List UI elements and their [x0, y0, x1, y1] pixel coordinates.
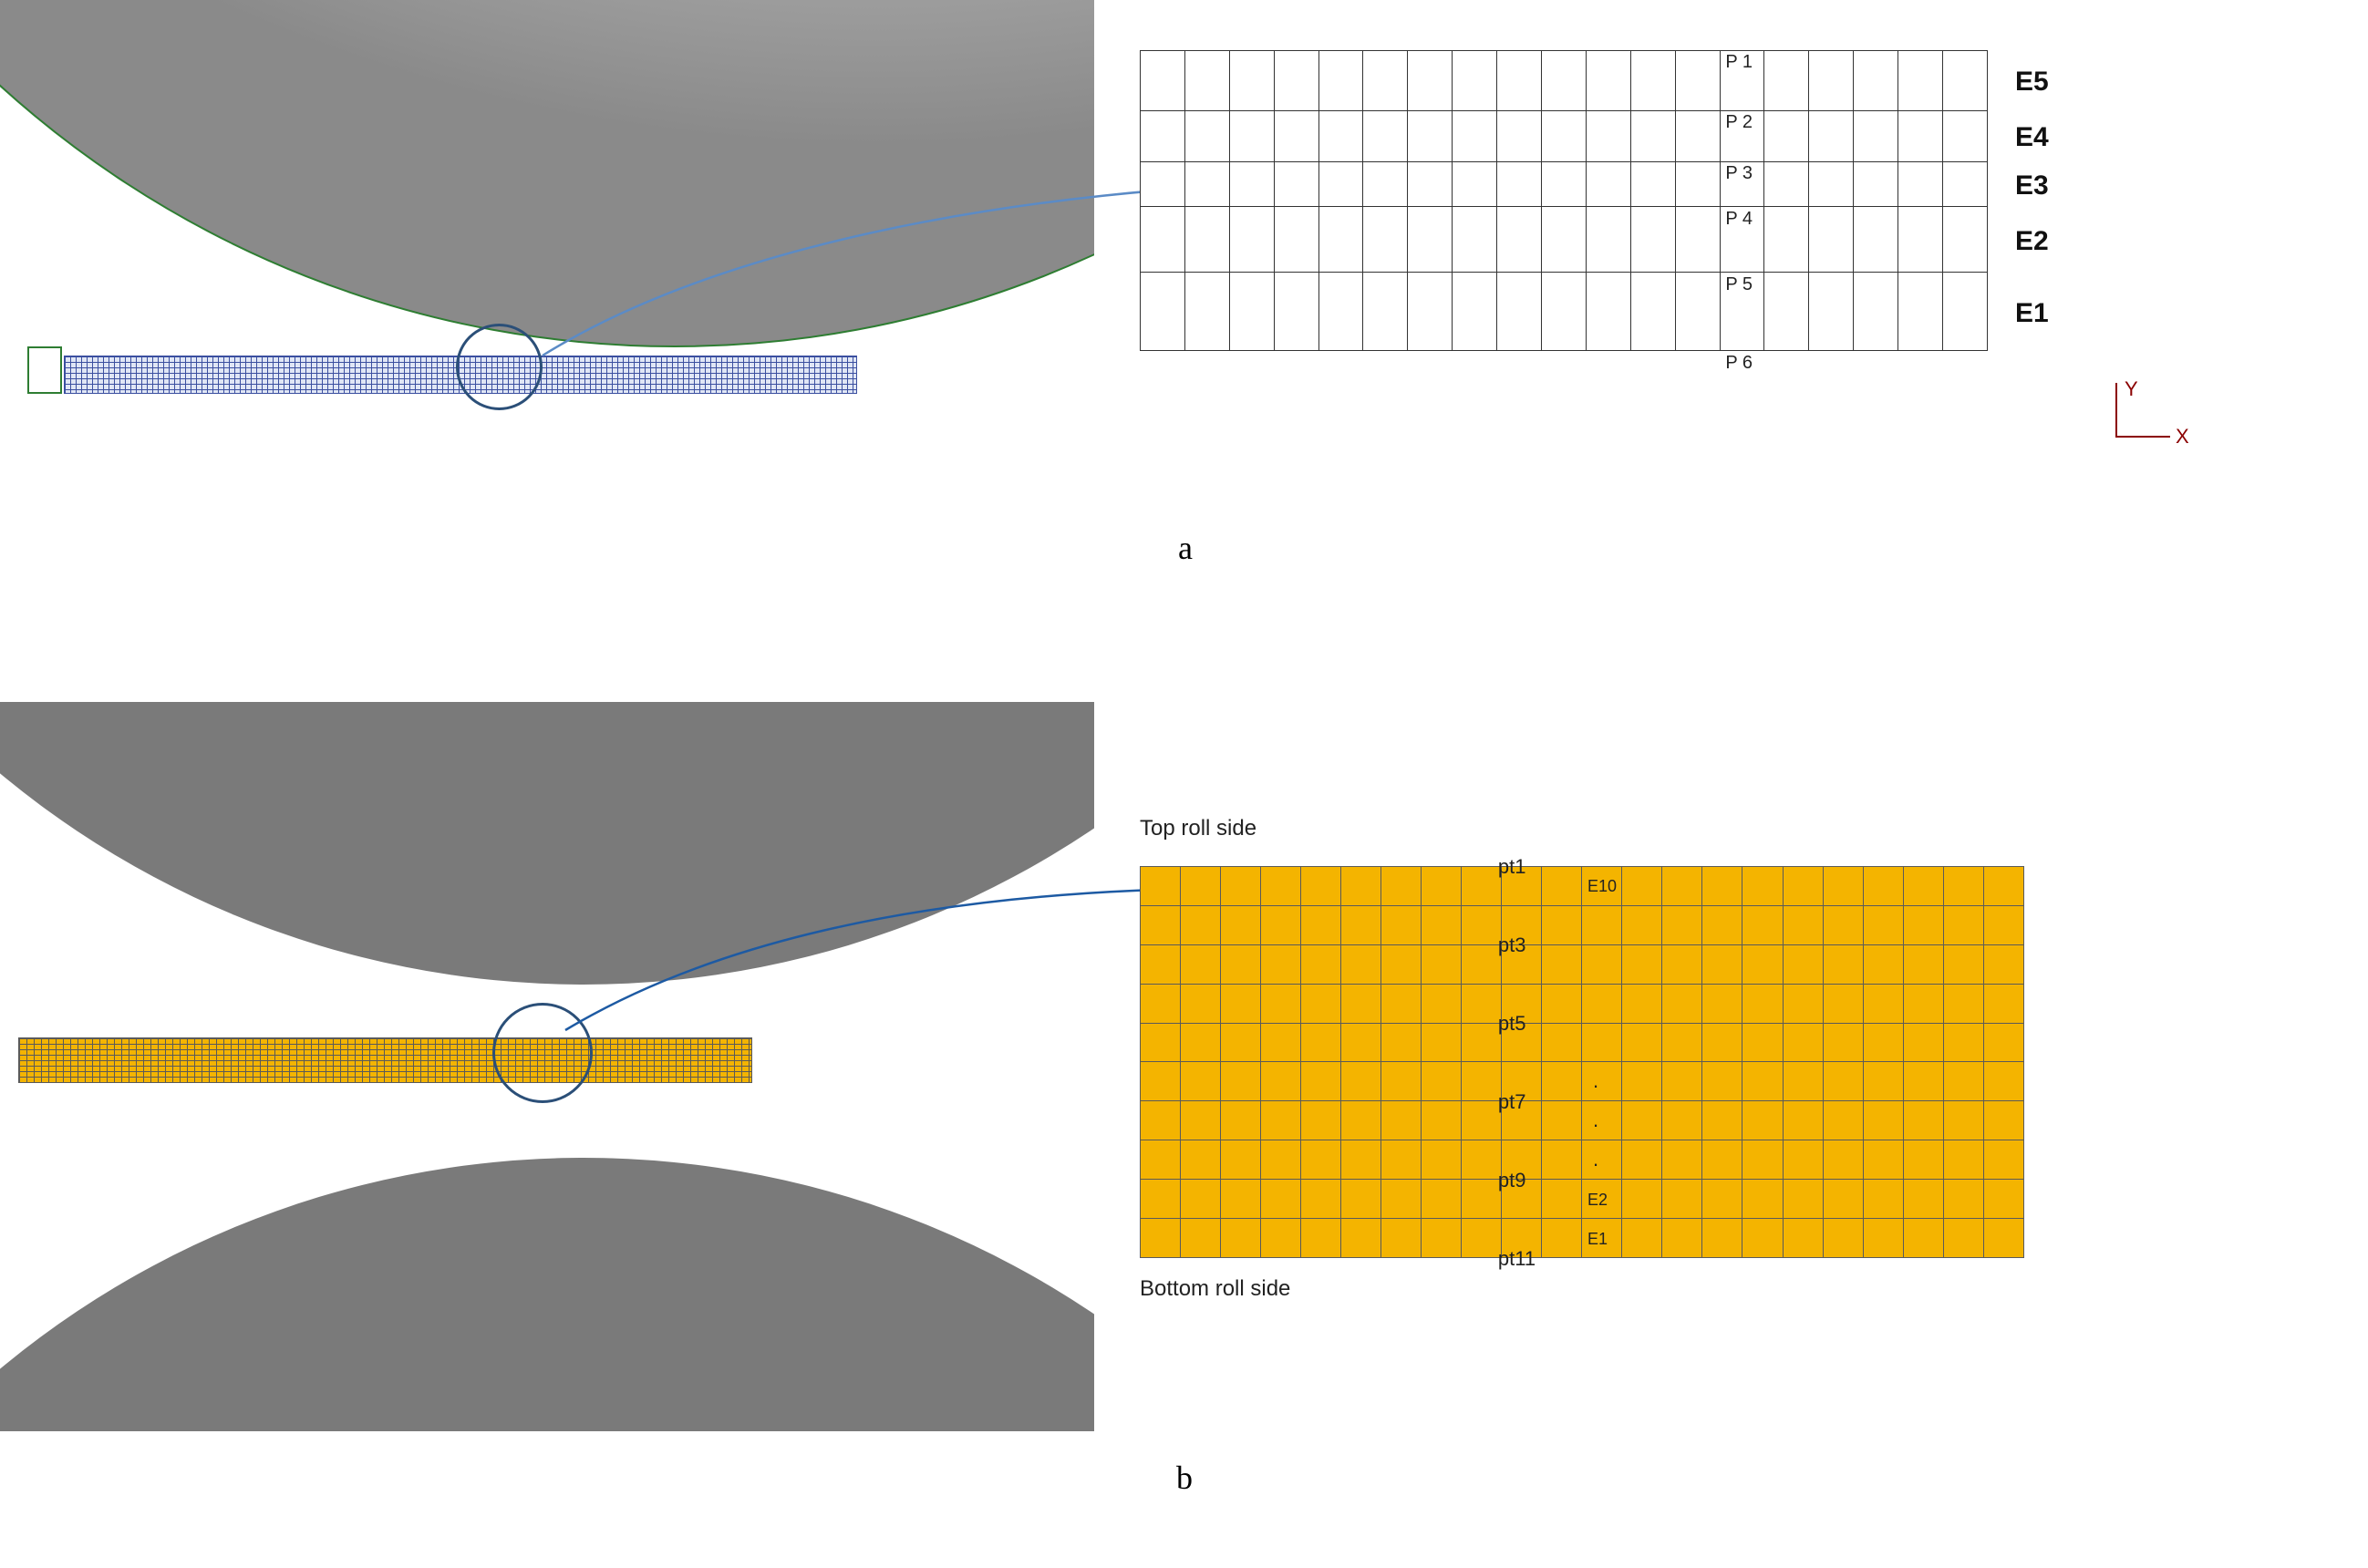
grid-node-label: P 3 [1725, 163, 1753, 184]
grid-node-label: P 6 [1725, 353, 1753, 374]
grid-node-label: pt11 [1498, 1247, 1536, 1271]
figure-stage: Y X a [0, 0, 2368, 1568]
grid-element-label: E1 [1587, 1230, 1608, 1249]
grid-row-label: E3 [2015, 170, 2049, 201]
bottom-roll-side-label: Bottom roll side [1140, 1276, 1290, 1302]
ellipsis-dot: . [1593, 1109, 1598, 1132]
grid-node-label: pt9 [1498, 1169, 1526, 1192]
grid-node-label: pt1 [1498, 855, 1526, 879]
grid-element-label: E10 [1587, 877, 1617, 896]
mesh-detail-grid-b [1140, 866, 2024, 1258]
grid-node-label: pt5 [1498, 1012, 1526, 1036]
top-roll-side-label: Top roll side [1140, 816, 1256, 841]
ellipsis-dot: . [1593, 1148, 1598, 1171]
grid-node-label: P 1 [1725, 52, 1753, 73]
grid-node-label: P 4 [1725, 209, 1753, 230]
grid-row-label: E2 [2015, 226, 2049, 257]
grid-node-label: pt3 [1498, 934, 1526, 957]
grid-row-label: E4 [2015, 122, 2049, 153]
grid-row-label: E5 [2015, 67, 2049, 98]
subfigure-label-b: b [1176, 1459, 1193, 1497]
grid-row-label: E1 [2015, 298, 2049, 329]
grid-node-label: P 5 [1725, 274, 1753, 295]
grid-node-label: pt7 [1498, 1090, 1526, 1114]
grid-node-label: P 2 [1725, 112, 1753, 133]
grid-element-label: E2 [1587, 1191, 1608, 1210]
ellipsis-dot: . [1593, 1069, 1598, 1093]
